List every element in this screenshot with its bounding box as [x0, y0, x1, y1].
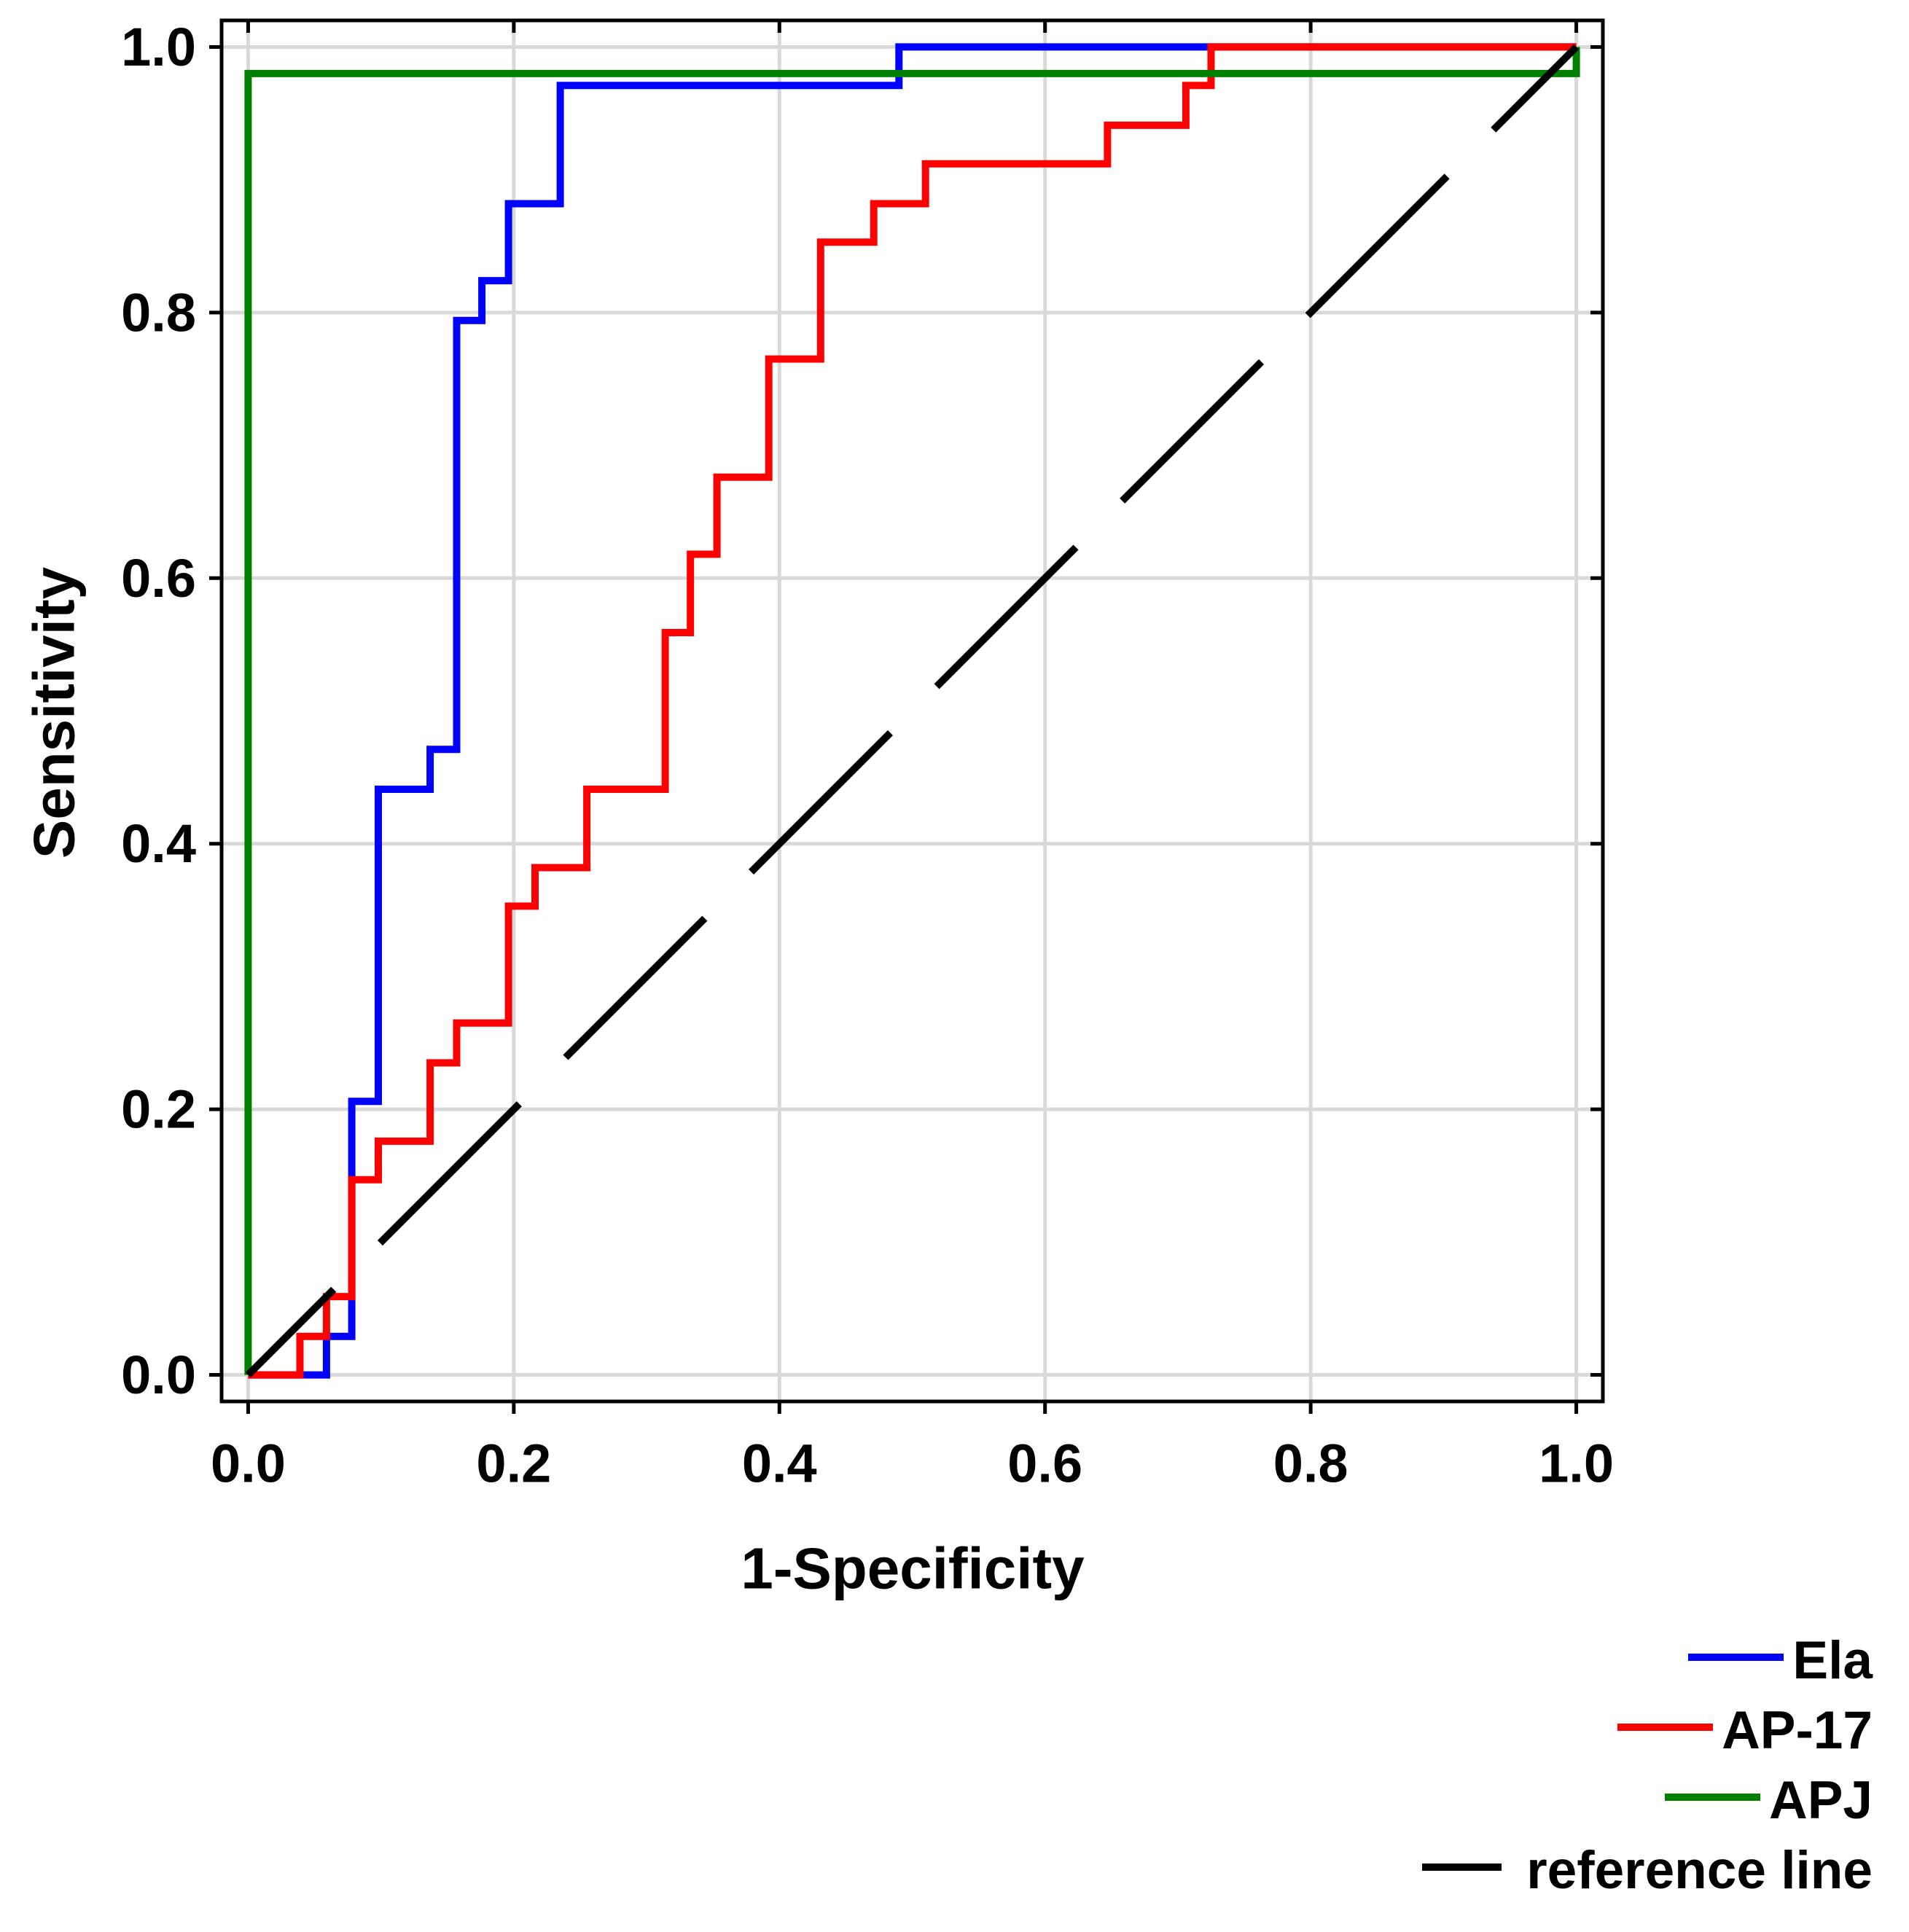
- legend-label-ela: Ela: [1792, 1630, 1873, 1690]
- series-line-apj: [244, 47, 1580, 1375]
- legend-swatch-ap-17: [1617, 1724, 1714, 1731]
- legend-swatch-ela: [1688, 1654, 1784, 1661]
- y-tick-label: 0.0: [121, 1345, 196, 1405]
- x-tick-label: 0.0: [211, 1434, 286, 1494]
- legend-label-reference-line: reference line: [1526, 1840, 1873, 1900]
- legend-item-ela: Ela: [1422, 1625, 1873, 1695]
- x-tick-label: 1.0: [1539, 1434, 1614, 1494]
- x-tick-label: 0.8: [1273, 1434, 1348, 1494]
- plot-series: [244, 43, 1580, 1379]
- x-tick-label: 0.4: [742, 1434, 817, 1494]
- y-tick-label: 0.2: [121, 1079, 196, 1140]
- y-tick-label: 1.0: [121, 17, 196, 77]
- x-axis-label: 1-Specificity: [741, 1536, 1085, 1601]
- legend-swatch-reference-line: [1422, 1863, 1502, 1871]
- x-tick-label: 0.6: [1007, 1434, 1082, 1494]
- series-line-reference-line: [245, 44, 1580, 1378]
- legend-item-ap-17: AP-17: [1422, 1695, 1873, 1765]
- legend-item-reference-line: reference line: [1422, 1835, 1873, 1905]
- legend-item-apj: APJ: [1422, 1765, 1873, 1835]
- series-line-ap-17: [248, 43, 1577, 1379]
- y-tick-label: 0.6: [121, 548, 196, 609]
- y-axis-label: Sensitivity: [22, 566, 87, 859]
- tick-marks: [209, 20, 1603, 1414]
- y-tick-label: 0.4: [121, 813, 196, 874]
- legend-label-ap-17: AP-17: [1722, 1700, 1873, 1760]
- tick-labels: 0.0 0.2 0.4 0.6 0.8 1.0 0.0 0.2 0.4 0.6 0.8 1.0: [121, 17, 1614, 1494]
- x-tick-label: 0.2: [476, 1434, 551, 1494]
- legend-label-apj: APJ: [1768, 1770, 1873, 1830]
- grid-lines: [222, 20, 1603, 1401]
- legend-swatch-apj: [1664, 1794, 1760, 1801]
- legend: Ela AP-17 APJ reference line: [1422, 1625, 1873, 1905]
- y-tick-label: 0.8: [121, 282, 196, 343]
- plot-frame: [219, 18, 1605, 1404]
